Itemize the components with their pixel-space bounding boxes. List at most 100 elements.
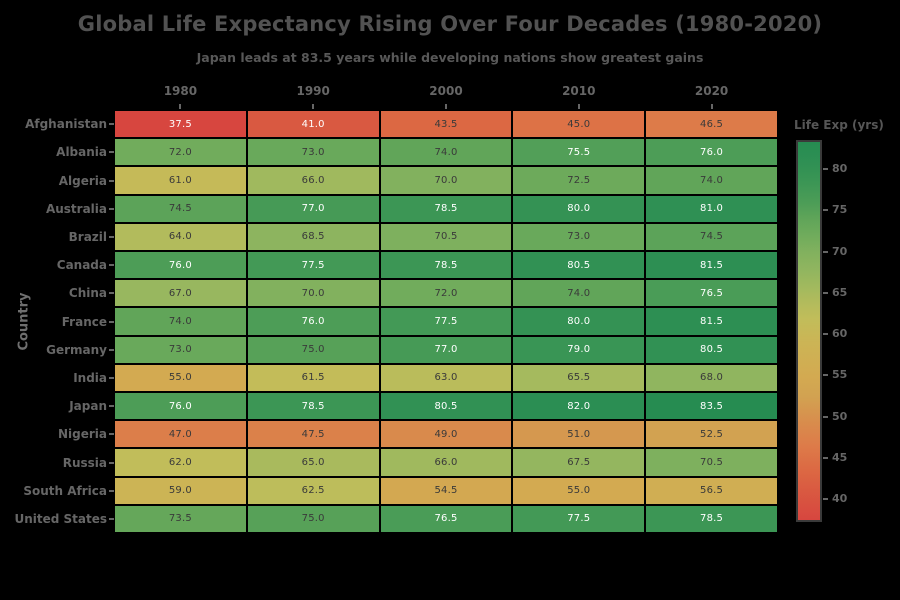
heatmap-cell: 52.5 — [646, 421, 777, 448]
x-tick-label: 2020 — [694, 84, 729, 98]
y-tick-label: Brazil — [68, 229, 107, 244]
y-tick-label: Japan — [69, 399, 107, 414]
heatmap-cell: 73.0 — [513, 223, 645, 250]
x-tick-label: 1980 — [163, 84, 198, 98]
y-tick-mark — [109, 151, 114, 154]
heatmap-cell: 55.0 — [115, 364, 246, 391]
y-tick-label: Australia — [45, 201, 107, 216]
colorbar-tick-mark — [823, 209, 828, 212]
colorbar-tick-mark — [823, 374, 828, 377]
heatmap-cell: 76.0 — [115, 252, 246, 279]
colorbar-tick-label: 50 — [832, 409, 848, 423]
heatmap-cell: 73.0 — [115, 336, 246, 363]
y-tick-mark — [109, 320, 114, 323]
heatmap-cell: 81.5 — [646, 308, 777, 335]
heatmap-cell: 77.5 — [380, 308, 512, 335]
heatmap-cell: 56.5 — [646, 477, 777, 504]
heatmap-cell: 41.0 — [247, 111, 379, 138]
colorbar-tick-mark — [823, 457, 828, 460]
heatmap-cell: 80.5 — [513, 252, 645, 279]
colorbar-tick-mark — [823, 415, 828, 418]
heatmap-cell: 70.0 — [380, 167, 512, 194]
heatmap-cell: 76.0 — [646, 139, 777, 166]
y-axis-label: Country — [16, 292, 32, 351]
heatmap-grid: 37.5 41.0 43.5 45.0 46.5 72.0 73.0 74.0 75.5 76.0… — [115, 111, 777, 532]
heatmap-cell: 65.5 — [513, 364, 645, 391]
colorbar-label: Life Exp (yrs) — [794, 118, 884, 132]
y-tick-label: Afghanistan — [25, 117, 107, 132]
heatmap-cell: 77.0 — [380, 336, 512, 363]
heatmap-cell: 80.0 — [513, 195, 645, 222]
y-tick-mark — [109, 264, 114, 267]
colorbar-tick-label: 70 — [832, 244, 848, 258]
y-tick-label: South Africa — [23, 483, 107, 498]
colorbar-tick-label: 55 — [832, 368, 848, 382]
heatmap-cell: 75.0 — [247, 505, 379, 532]
y-tick-label: Nigeria — [57, 427, 107, 442]
colorbar-tick-label: 65 — [832, 285, 848, 299]
heatmap-cell: 72.5 — [513, 167, 645, 194]
heatmap-cell: 78.5 — [380, 252, 512, 279]
colorbar-tick-mark — [823, 498, 828, 501]
heatmap-cell: 72.0 — [115, 139, 246, 166]
colorbar-tick-label: 45 — [832, 451, 848, 465]
heatmap-cell: 74.0 — [513, 280, 645, 307]
heatmap-cell: 62.0 — [115, 449, 246, 476]
heatmap-cell: 74.0 — [646, 167, 777, 194]
heatmap-cell: 80.5 — [646, 336, 777, 363]
heatmap-cell: 79.0 — [513, 336, 645, 363]
heatmap-cell: 67.5 — [513, 449, 645, 476]
x-tick-label: 1990 — [296, 84, 330, 98]
heatmap-cell: 46.5 — [646, 111, 777, 138]
heatmap-cell: 78.5 — [380, 195, 512, 222]
heatmap-cell: 81.0 — [646, 195, 777, 222]
colorbar — [796, 140, 822, 522]
x-tick-mark — [445, 104, 447, 109]
heatmap-cell: 72.0 — [380, 280, 512, 307]
colorbar-tick-label: 60 — [832, 327, 848, 341]
y-tick-label: Canada — [56, 258, 107, 273]
colorbar-tick-label: 80 — [832, 161, 848, 175]
y-tick-mark — [109, 517, 114, 520]
heatmap-cell: 55.0 — [513, 477, 645, 504]
heatmap-cell: 63.0 — [380, 364, 512, 391]
x-tick-mark — [577, 104, 580, 109]
heatmap-cell: 68.0 — [646, 364, 777, 391]
heatmap-cell: 76.0 — [247, 308, 379, 335]
y-tick-mark — [109, 405, 114, 408]
heatmap-cell: 83.5 — [646, 393, 777, 420]
heatmap-cell: 77.5 — [247, 252, 379, 279]
heatmap-cell: 43.5 — [380, 111, 512, 138]
colorbar-tick-mark — [823, 291, 828, 294]
y-tick-mark — [109, 433, 114, 436]
heatmap-cell: 76.5 — [380, 505, 512, 532]
heatmap-cell: 80.0 — [513, 308, 645, 335]
y-tick-mark — [109, 376, 114, 379]
heatmap-cell: 73.0 — [247, 139, 379, 166]
heatmap-cell: 73.5 — [115, 505, 246, 532]
heatmap-cell: 75.0 — [247, 336, 379, 363]
y-tick-mark — [109, 489, 114, 492]
heatmap-cell: 37.5 — [115, 111, 246, 138]
y-tick-label: Albania — [56, 145, 107, 160]
heatmap-cell: 54.5 — [380, 477, 512, 504]
heatmap-cell: 81.5 — [646, 252, 777, 279]
y-tick-label: Algeria — [58, 173, 107, 188]
colorbar-tick-mark — [823, 250, 828, 253]
heatmap-cell: 66.0 — [247, 167, 379, 194]
chart-subtitle: Japan leads at 83.5 years while developi… — [196, 50, 704, 65]
heatmap-cell: 74.5 — [646, 223, 777, 250]
heatmap-cell: 74.0 — [115, 308, 246, 335]
x-tick-label: 2010 — [562, 84, 596, 98]
heatmap-cell: 70.5 — [646, 449, 777, 476]
x-tick-mark — [710, 104, 713, 109]
y-tick-label: France — [61, 314, 107, 329]
heatmap-cell: 61.0 — [115, 167, 246, 194]
heatmap-cell: 47.5 — [247, 421, 379, 448]
heatmap-cell: 74.5 — [115, 195, 246, 222]
heatmap-cell: 61.5 — [247, 364, 379, 391]
y-tick-label: Germany — [46, 342, 107, 357]
y-tick-mark — [109, 292, 114, 295]
x-tick-mark — [179, 104, 182, 109]
